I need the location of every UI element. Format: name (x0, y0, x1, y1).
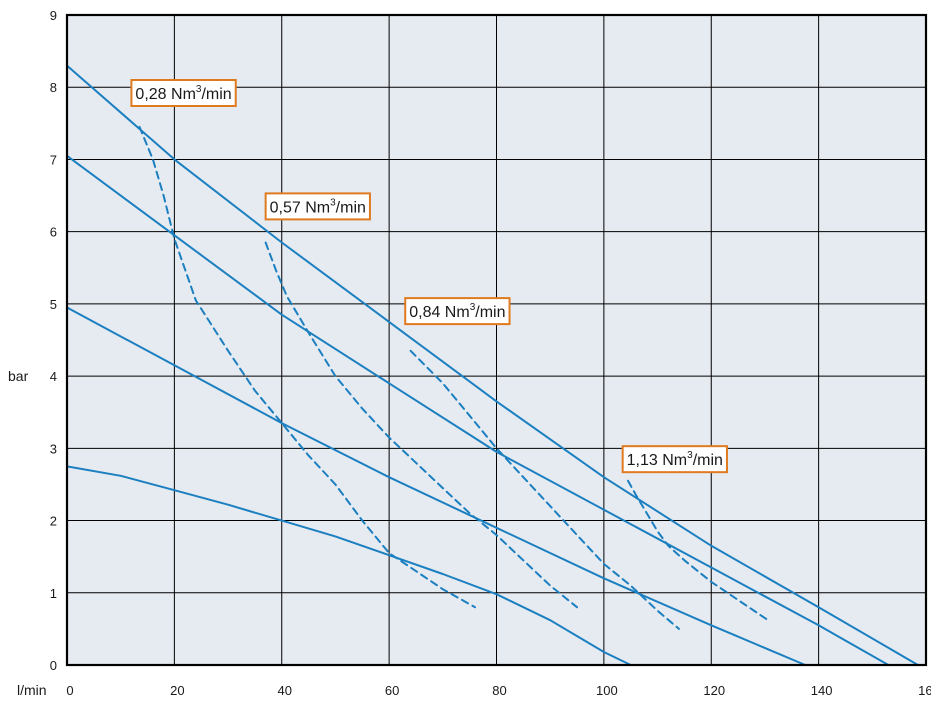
x-tick-label: 160 (918, 683, 931, 698)
solid-curve-3 (66, 64, 919, 666)
plot-frame (65, 13, 928, 667)
callout-text: 0,57 Nm3/min (270, 197, 366, 216)
callout-superscript: 3 (470, 302, 476, 313)
callout-box (621, 445, 728, 474)
y-tick-label: 5 (50, 297, 57, 312)
callout-text: 0,28 Nm3/min (135, 84, 231, 103)
callout-value: 1,13 Nm (627, 452, 687, 469)
dashed-curve-5 (264, 241, 578, 609)
x-tick-label: 40 (278, 683, 292, 698)
callout-value: 0,57 Nm (270, 199, 330, 216)
y-axis-label: bar (8, 368, 29, 384)
x-tick-label: 120 (703, 683, 725, 698)
callout-superscript: 3 (196, 84, 202, 95)
series-group (66, 64, 919, 666)
callout-box (264, 192, 371, 221)
callout-label: 1,13 Nm3/min (621, 445, 728, 474)
grid-lines (67, 15, 926, 665)
solid-curve-0 (66, 465, 632, 666)
y-tick-label: 6 (50, 225, 57, 240)
x-tick-label: 80 (492, 683, 506, 698)
callout-superscript: 3 (330, 197, 336, 208)
y-tick-label: 9 (50, 8, 57, 23)
y-tick-label: 8 (50, 80, 57, 95)
callout-unit: /min (336, 199, 366, 216)
callout-box (404, 297, 511, 326)
callout-text: 0,84 Nm3/min (409, 302, 505, 321)
y-tick-label: 2 (50, 514, 57, 529)
x-tick-label: 140 (811, 683, 833, 698)
callout-value: 0,84 Nm (409, 304, 469, 321)
callout-unit: /min (475, 304, 505, 321)
x-tick-label: 20 (170, 683, 184, 698)
dashed-curve-4 (138, 125, 476, 609)
callout-superscript: 3 (687, 450, 693, 461)
x-tick-label: 0 (66, 683, 73, 698)
callout-label: 0,84 Nm3/min (404, 297, 511, 326)
x-tick-labels: 0 20 40 60 80 100 120 140 160 (66, 683, 931, 698)
callout-label: 0,57 Nm3/min (264, 192, 371, 221)
x-axis-label: l/min (17, 682, 47, 698)
dashed-curve-6 (409, 349, 680, 630)
y-tick-labels: 0 1 2 3 4 5 6 7 8 9 (50, 8, 57, 673)
callout-label: 0,28 Nm3/min (130, 79, 237, 107)
y-tick-label: 0 (50, 658, 57, 673)
y-tick-label: 4 (50, 369, 57, 384)
callout-value: 0,28 Nm (135, 86, 195, 103)
y-tick-label: 3 (50, 441, 57, 456)
solid-curve-1 (66, 306, 807, 666)
y-tick-label: 1 (50, 586, 57, 601)
callout-box (130, 79, 237, 107)
callout-unit: /min (693, 452, 723, 469)
y-tick-label: 7 (50, 152, 57, 167)
dashed-curve-7 (627, 479, 772, 623)
x-tick-label: 100 (596, 683, 618, 698)
callout-unit: /min (201, 86, 231, 103)
solid-curve-2 (66, 154, 890, 666)
x-tick-label: 60 (385, 683, 399, 698)
callout-text: 1,13 Nm3/min (627, 450, 723, 469)
